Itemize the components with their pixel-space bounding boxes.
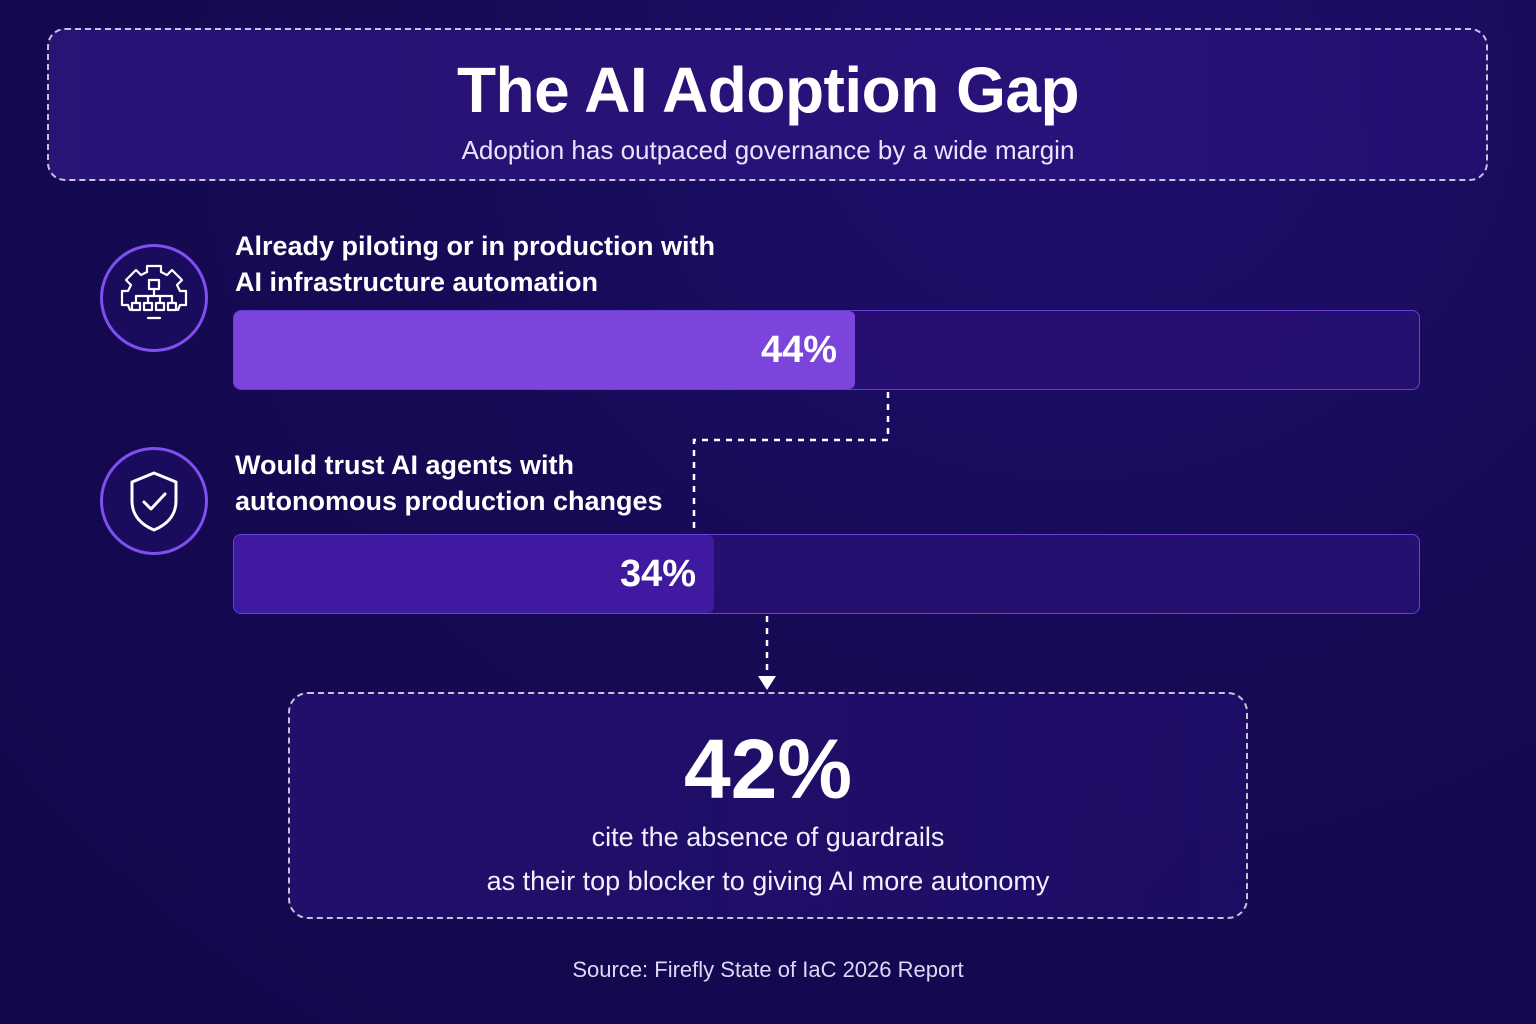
source-note: Source: Firefly State of IaC 2026 Report bbox=[572, 957, 964, 982]
stat1-label-line2: AI infrastructure automation bbox=[235, 267, 599, 297]
shield-check-icon bbox=[130, 471, 178, 532]
stat2-label-line1: Would trust AI agents with bbox=[235, 450, 574, 480]
bar-track-trust: 34% bbox=[233, 534, 1420, 614]
header-box bbox=[47, 28, 1488, 181]
bar-track-adoption: 44% bbox=[233, 310, 1420, 390]
callout-line2: as their top blocker to giving AI more a… bbox=[486, 866, 1050, 896]
gear-network-icon bbox=[120, 264, 188, 320]
callout-box: 42% cite the absence of guardrails as th… bbox=[288, 692, 1248, 919]
gear-network-icon-circle bbox=[100, 244, 208, 352]
bar-adoption bbox=[234, 311, 855, 389]
connector-bar1-to-bar2 bbox=[692, 392, 890, 534]
page-title: The AI Adoption Gap bbox=[456, 54, 1080, 126]
stat2-label: Would trust AI agents with autonomous pr… bbox=[235, 447, 663, 519]
callout-number: 42% bbox=[683, 722, 853, 816]
arrow-down-icon bbox=[758, 676, 776, 690]
page-subtitle: Adoption has outpaced governance by a wi… bbox=[461, 135, 1075, 165]
shield-check-icon-circle bbox=[100, 447, 208, 555]
bar-trust bbox=[234, 535, 714, 613]
callout-line1: cite the absence of guardrails bbox=[591, 822, 945, 852]
bar-adoption-value-label: 44% bbox=[760, 329, 837, 371]
stat1-label-line1: Already piloting or in production with bbox=[235, 231, 715, 261]
stat1-label: Already piloting or in production with A… bbox=[235, 228, 715, 300]
stat2-label-line2: autonomous production changes bbox=[235, 486, 663, 516]
bar-trust-value-label: 34% bbox=[619, 553, 696, 595]
